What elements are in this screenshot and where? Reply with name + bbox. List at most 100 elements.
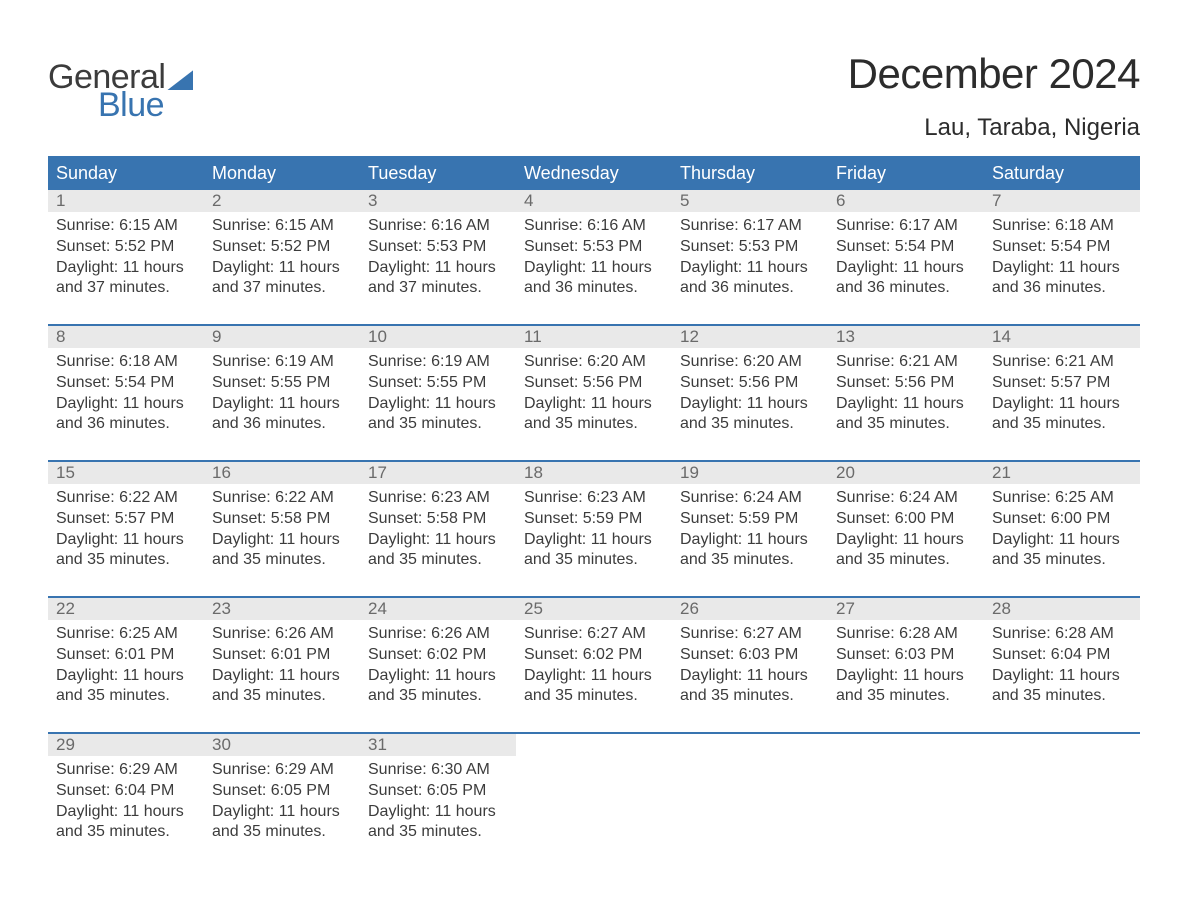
calendar-cell: 18Sunrise: 6:23 AMSunset: 5:59 PMDayligh…	[516, 462, 672, 578]
day-details: Sunrise: 6:19 AMSunset: 5:55 PMDaylight:…	[360, 348, 516, 435]
daynum-bar: 10	[360, 326, 516, 348]
day-number: 3	[360, 191, 377, 211]
day-details: Sunrise: 6:22 AMSunset: 5:57 PMDaylight:…	[48, 484, 204, 571]
daynum-bar: 24	[360, 598, 516, 620]
calendar-cell: 28Sunrise: 6:28 AMSunset: 6:04 PMDayligh…	[984, 598, 1140, 714]
calendar-cell: 6Sunrise: 6:17 AMSunset: 5:54 PMDaylight…	[828, 190, 984, 306]
day-details: Sunrise: 6:26 AMSunset: 6:01 PMDaylight:…	[204, 620, 360, 707]
day-details: Sunrise: 6:26 AMSunset: 6:02 PMDaylight:…	[360, 620, 516, 707]
daynum-bar: 29	[48, 734, 204, 756]
calendar-cell: 2Sunrise: 6:15 AMSunset: 5:52 PMDaylight…	[204, 190, 360, 306]
daynum-bar	[516, 734, 672, 756]
day-details: Sunrise: 6:28 AMSunset: 6:03 PMDaylight:…	[828, 620, 984, 707]
week-row: 8Sunrise: 6:18 AMSunset: 5:54 PMDaylight…	[48, 324, 1140, 442]
day-number: 14	[984, 327, 1011, 347]
header: General Blue December 2024 Lau, Taraba, …	[48, 50, 1140, 142]
calendar-cell: 29Sunrise: 6:29 AMSunset: 6:04 PMDayligh…	[48, 734, 204, 850]
day-number: 5	[672, 191, 689, 211]
day-details: Sunrise: 6:24 AMSunset: 6:00 PMDaylight:…	[828, 484, 984, 571]
day-number: 24	[360, 599, 387, 619]
daynum-bar: 22	[48, 598, 204, 620]
day-details: Sunrise: 6:30 AMSunset: 6:05 PMDaylight:…	[360, 756, 516, 843]
daynum-bar: 17	[360, 462, 516, 484]
calendar-cell: 27Sunrise: 6:28 AMSunset: 6:03 PMDayligh…	[828, 598, 984, 714]
logo: General Blue	[48, 50, 193, 122]
daynum-bar: 25	[516, 598, 672, 620]
daynum-bar: 15	[48, 462, 204, 484]
day-number: 16	[204, 463, 231, 483]
day-number: 13	[828, 327, 855, 347]
day-number: 26	[672, 599, 699, 619]
daynum-bar: 23	[204, 598, 360, 620]
daynum-bar: 12	[672, 326, 828, 348]
calendar-cell: 15Sunrise: 6:22 AMSunset: 5:57 PMDayligh…	[48, 462, 204, 578]
day-details: Sunrise: 6:17 AMSunset: 5:53 PMDaylight:…	[672, 212, 828, 299]
day-header: Sunday	[48, 163, 204, 184]
day-number: 9	[204, 327, 221, 347]
calendar: SundayMondayTuesdayWednesdayThursdayFrid…	[48, 156, 1140, 850]
daynum-bar: 14	[984, 326, 1140, 348]
calendar-cell: 3Sunrise: 6:16 AMSunset: 5:53 PMDaylight…	[360, 190, 516, 306]
daynum-bar: 6	[828, 190, 984, 212]
daynum-bar: 31	[360, 734, 516, 756]
calendar-cell: 1Sunrise: 6:15 AMSunset: 5:52 PMDaylight…	[48, 190, 204, 306]
daynum-bar: 9	[204, 326, 360, 348]
calendar-cell: 12Sunrise: 6:20 AMSunset: 5:56 PMDayligh…	[672, 326, 828, 442]
daynum-bar: 20	[828, 462, 984, 484]
week-row: 15Sunrise: 6:22 AMSunset: 5:57 PMDayligh…	[48, 460, 1140, 578]
daynum-bar: 2	[204, 190, 360, 212]
calendar-cell: 17Sunrise: 6:23 AMSunset: 5:58 PMDayligh…	[360, 462, 516, 578]
calendar-cell: 26Sunrise: 6:27 AMSunset: 6:03 PMDayligh…	[672, 598, 828, 714]
day-number: 7	[984, 191, 1001, 211]
day-number: 27	[828, 599, 855, 619]
day-details: Sunrise: 6:24 AMSunset: 5:59 PMDaylight:…	[672, 484, 828, 571]
day-details: Sunrise: 6:23 AMSunset: 5:58 PMDaylight:…	[360, 484, 516, 571]
day-details: Sunrise: 6:17 AMSunset: 5:54 PMDaylight:…	[828, 212, 984, 299]
calendar-cell: 23Sunrise: 6:26 AMSunset: 6:01 PMDayligh…	[204, 598, 360, 714]
day-details: Sunrise: 6:19 AMSunset: 5:55 PMDaylight:…	[204, 348, 360, 435]
calendar-cell: 30Sunrise: 6:29 AMSunset: 6:05 PMDayligh…	[204, 734, 360, 850]
day-details: Sunrise: 6:16 AMSunset: 5:53 PMDaylight:…	[360, 212, 516, 299]
day-details: Sunrise: 6:15 AMSunset: 5:52 PMDaylight:…	[204, 212, 360, 299]
calendar-cell: 14Sunrise: 6:21 AMSunset: 5:57 PMDayligh…	[984, 326, 1140, 442]
day-number: 4	[516, 191, 533, 211]
day-header: Thursday	[672, 163, 828, 184]
daynum-bar: 8	[48, 326, 204, 348]
daynum-bar	[984, 734, 1140, 756]
day-number: 12	[672, 327, 699, 347]
calendar-cell: 21Sunrise: 6:25 AMSunset: 6:00 PMDayligh…	[984, 462, 1140, 578]
day-number: 29	[48, 735, 75, 755]
week-row: 29Sunrise: 6:29 AMSunset: 6:04 PMDayligh…	[48, 732, 1140, 850]
day-number: 31	[360, 735, 387, 755]
day-number: 23	[204, 599, 231, 619]
calendar-cell: 20Sunrise: 6:24 AMSunset: 6:00 PMDayligh…	[828, 462, 984, 578]
day-header: Saturday	[984, 163, 1140, 184]
daynum-bar: 3	[360, 190, 516, 212]
day-details: Sunrise: 6:25 AMSunset: 6:00 PMDaylight:…	[984, 484, 1140, 571]
day-number: 18	[516, 463, 543, 483]
day-details: Sunrise: 6:21 AMSunset: 5:56 PMDaylight:…	[828, 348, 984, 435]
day-number: 19	[672, 463, 699, 483]
calendar-cell: 16Sunrise: 6:22 AMSunset: 5:58 PMDayligh…	[204, 462, 360, 578]
day-details: Sunrise: 6:23 AMSunset: 5:59 PMDaylight:…	[516, 484, 672, 571]
day-details: Sunrise: 6:20 AMSunset: 5:56 PMDaylight:…	[672, 348, 828, 435]
day-number: 1	[48, 191, 65, 211]
daynum-bar: 19	[672, 462, 828, 484]
day-number: 8	[48, 327, 65, 347]
daynum-bar: 21	[984, 462, 1140, 484]
daynum-bar: 1	[48, 190, 204, 212]
calendar-cell: 5Sunrise: 6:17 AMSunset: 5:53 PMDaylight…	[672, 190, 828, 306]
day-number: 15	[48, 463, 75, 483]
calendar-cell: 9Sunrise: 6:19 AMSunset: 5:55 PMDaylight…	[204, 326, 360, 442]
day-details: Sunrise: 6:18 AMSunset: 5:54 PMDaylight:…	[984, 212, 1140, 299]
daynum-bar	[828, 734, 984, 756]
calendar-cell: 31Sunrise: 6:30 AMSunset: 6:05 PMDayligh…	[360, 734, 516, 850]
day-header: Monday	[204, 163, 360, 184]
calendar-cell: 24Sunrise: 6:26 AMSunset: 6:02 PMDayligh…	[360, 598, 516, 714]
day-header: Friday	[828, 163, 984, 184]
calendar-cell: 8Sunrise: 6:18 AMSunset: 5:54 PMDaylight…	[48, 326, 204, 442]
week-row: 22Sunrise: 6:25 AMSunset: 6:01 PMDayligh…	[48, 596, 1140, 714]
calendar-cell: 13Sunrise: 6:21 AMSunset: 5:56 PMDayligh…	[828, 326, 984, 442]
calendar-cell: 11Sunrise: 6:20 AMSunset: 5:56 PMDayligh…	[516, 326, 672, 442]
daynum-bar	[672, 734, 828, 756]
